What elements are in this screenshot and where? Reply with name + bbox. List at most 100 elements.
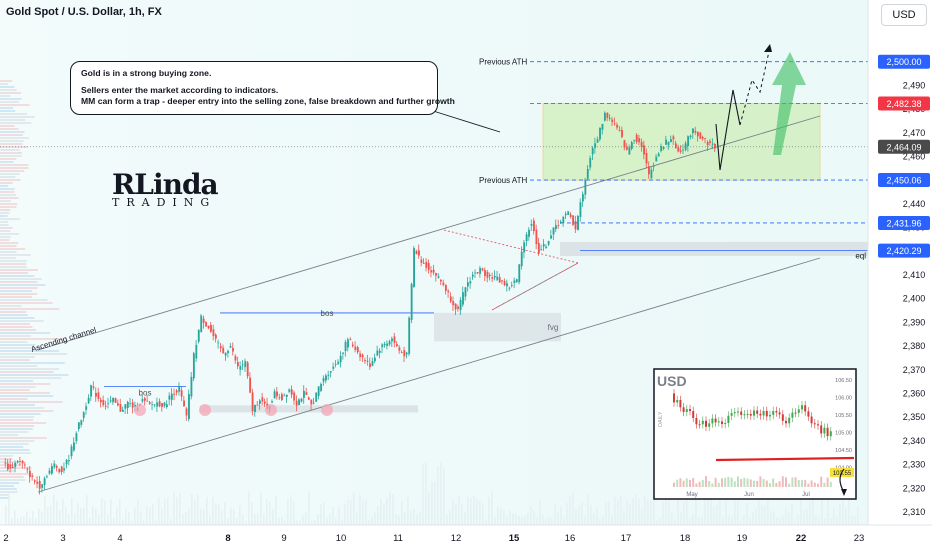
candle-body	[684, 143, 687, 150]
inset-candle	[730, 413, 733, 416]
candle-body	[506, 283, 508, 287]
candle-body	[374, 357, 376, 362]
candle-body	[124, 404, 127, 409]
price-tick-label: 2,390	[903, 317, 926, 327]
candle-body	[19, 461, 22, 462]
inset-arrowhead	[841, 489, 847, 496]
candle-body	[259, 400, 261, 404]
triangle-lower	[491, 262, 579, 311]
candle-body	[131, 402, 134, 408]
channel-upper-line	[37, 115, 821, 351]
candle-body	[9, 464, 12, 469]
candle-body	[621, 130, 623, 137]
candle-body	[638, 138, 641, 143]
candle-body	[616, 124, 619, 128]
inset-volume	[765, 480, 768, 487]
time-tick-label: 17	[621, 533, 632, 544]
projection-drop	[715, 89, 741, 171]
candle-body	[650, 169, 653, 179]
candle-body	[511, 285, 513, 286]
candle-body	[73, 442, 75, 451]
candle-body	[667, 142, 670, 146]
candle-body	[141, 399, 144, 402]
inset-candle	[692, 411, 695, 418]
candle-body	[325, 375, 327, 381]
candle-body	[241, 364, 244, 366]
candle-body	[337, 361, 340, 365]
inset-candle	[756, 410, 759, 414]
inset-candle	[829, 431, 832, 437]
liquidity-circle	[265, 404, 277, 416]
support-strip	[200, 405, 418, 413]
candle-body	[496, 276, 499, 280]
candle-body	[400, 352, 403, 354]
candle-body	[469, 281, 472, 284]
inset-candle	[797, 409, 800, 413]
candle-body	[65, 459, 68, 465]
bos-label-2: bos	[321, 309, 334, 318]
price-label-box	[878, 96, 930, 111]
price-tick-label: 2,330	[903, 460, 926, 470]
inset-candle	[740, 411, 743, 415]
candle-body	[479, 268, 482, 274]
inset-candle	[778, 412, 781, 415]
price-tick-label: 2,470	[903, 128, 926, 138]
inset-volume	[737, 476, 739, 487]
candle-body	[604, 112, 606, 121]
inset-candle	[791, 412, 794, 418]
inset-volume	[778, 481, 781, 487]
candle-body	[701, 136, 704, 139]
candle-body	[249, 377, 252, 393]
candle-body	[687, 136, 690, 147]
candle-body	[594, 143, 597, 148]
inset-candle	[721, 421, 723, 425]
candle-body	[550, 235, 553, 239]
candle-body	[156, 402, 159, 407]
candle-body	[178, 386, 181, 392]
candle-body	[415, 251, 418, 254]
inset-candle	[781, 414, 784, 421]
candle-body	[611, 119, 614, 123]
candle-body	[82, 412, 85, 418]
candle-body	[295, 400, 298, 406]
candle-body	[378, 350, 381, 353]
candle-body	[14, 462, 17, 468]
inset-xtick: May	[686, 492, 697, 498]
bos-label-1: bos	[139, 388, 152, 397]
inset-volume	[781, 476, 784, 487]
inset-candle	[810, 416, 813, 424]
candle-body	[170, 393, 173, 400]
candle-body	[589, 158, 592, 168]
candle-body	[85, 406, 88, 410]
inset-candle	[673, 393, 675, 403]
bullish-arrow	[772, 52, 806, 155]
candle-body	[70, 446, 73, 457]
inset-xtick: Jun	[744, 492, 754, 498]
price-label-box	[878, 54, 930, 69]
candle-body	[202, 318, 205, 323]
candle-body	[339, 355, 342, 363]
candle-body	[359, 353, 362, 358]
candle-body	[217, 342, 220, 344]
inset-candle	[817, 424, 819, 426]
candle-body	[129, 403, 132, 405]
projection-arrowhead	[764, 44, 772, 52]
inset-candle	[717, 421, 720, 423]
inset-volume	[775, 482, 778, 487]
inset-candle	[762, 410, 765, 416]
price-label-text: 2,431.96	[886, 218, 921, 228]
inset-volume	[785, 477, 787, 487]
candle-body	[462, 292, 464, 305]
inset-volume	[685, 478, 688, 487]
candle-body	[464, 287, 467, 297]
candle-body	[371, 361, 374, 366]
inset-ytick: 106.00	[835, 396, 852, 402]
currency-button[interactable]: USD	[881, 4, 927, 26]
inset-candle	[743, 414, 746, 416]
candle-body	[432, 269, 435, 273]
candle-body	[288, 389, 291, 392]
candle-body	[403, 350, 406, 357]
inset-volume	[826, 477, 829, 487]
candle-body	[533, 220, 535, 232]
candle-body	[29, 470, 31, 478]
